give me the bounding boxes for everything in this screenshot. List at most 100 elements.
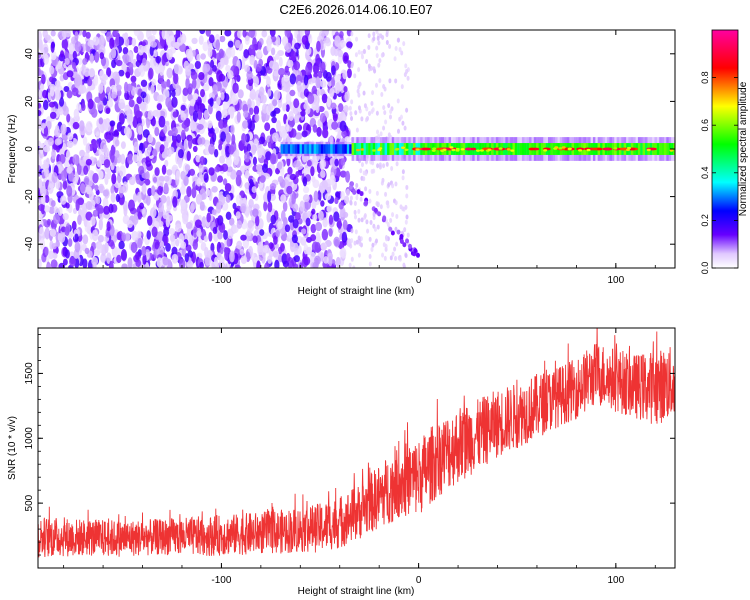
heatmap-cell (146, 230, 151, 240)
heatmap-cell (210, 59, 215, 69)
heatmap-cell (61, 38, 69, 51)
heatmap-cell (273, 70, 280, 77)
heatmap-cell (273, 89, 281, 101)
heatmap-cell (394, 45, 398, 51)
heatmap-cell (337, 103, 344, 113)
heatmap-cell (158, 201, 165, 213)
heatmap-cell (127, 257, 133, 268)
heatmap-cell (226, 238, 231, 247)
heatmap-cell (100, 253, 107, 263)
heatmap-cell (286, 185, 293, 195)
heatmap-cell (223, 93, 230, 102)
heatmap-cell (360, 116, 364, 122)
heatmap-cell (62, 180, 68, 190)
heatmap-cell (320, 170, 326, 179)
colorbar-tick-label: 0.6 (700, 119, 710, 132)
heatmap-cell (338, 113, 343, 122)
heatmap-cell (510, 143, 513, 155)
heatmap-cell (403, 72, 407, 78)
heatmap-cell (109, 37, 115, 50)
heatmap-cell (399, 233, 404, 239)
heatmap-cell (661, 143, 665, 155)
heatmap-cell (402, 41, 406, 47)
heatmap-cell (67, 238, 73, 247)
heatmap-cell (110, 192, 116, 203)
heatmap-cell (267, 190, 272, 203)
heatmap-cell (449, 146, 454, 149)
heatmap-cell (389, 108, 393, 114)
heatmap-cell (368, 198, 372, 204)
heatmap-cell (82, 58, 88, 65)
heatmap-cell (92, 36, 100, 46)
heatmap-cell (360, 50, 364, 56)
heatmap-cell (272, 99, 278, 107)
heatmap-cell (333, 211, 340, 222)
heatmap-cell (224, 183, 232, 192)
heatmap-cell (38, 102, 42, 109)
heatmap-cell (159, 65, 165, 76)
heatmap-cell (216, 96, 221, 106)
heatmap-cell (183, 138, 189, 151)
heatmap-cell (230, 124, 235, 135)
heatmap-cell (314, 255, 321, 265)
heatmap-cell (130, 75, 137, 83)
heatmap-cell (393, 246, 397, 252)
heatmap-cell (215, 52, 222, 61)
heatmap-cell (184, 252, 189, 263)
heatmap-cell (191, 137, 199, 145)
heatmap-cell (66, 90, 73, 99)
heatmap-cell (303, 88, 309, 97)
heatmap-cell (354, 110, 358, 116)
heatmap-cell (329, 175, 336, 186)
heatmap-cell (72, 154, 80, 165)
heatmap-cell (255, 215, 260, 227)
heatmap-cell (646, 148, 651, 152)
heatmap-cell (132, 214, 139, 226)
heatmap-cell (243, 110, 249, 118)
heatmap-cell (98, 183, 104, 191)
heatmap-cell (60, 195, 67, 205)
heatmap-cell (268, 242, 274, 250)
heatmap-cell (350, 116, 354, 122)
heatmap-cell (185, 68, 192, 76)
heatmap-cell (400, 84, 404, 90)
heatmap-cell (320, 242, 327, 251)
heatmap-cell (355, 239, 359, 245)
heatmap-cell (393, 56, 397, 62)
heatmap-cell (282, 201, 288, 212)
heatmap-cell (162, 256, 170, 266)
heatmap-cell (66, 70, 74, 78)
heatmap-cell (88, 68, 96, 78)
heatmap-cell (147, 134, 153, 144)
heatmap-cell (301, 35, 309, 45)
heatmap-cell (313, 190, 319, 202)
heatmap-cell (405, 107, 409, 113)
heatmap-cell (387, 182, 391, 188)
heatmap-cell (510, 149, 515, 152)
heatmap-cell (236, 169, 242, 178)
y-tick-label: 1500 (24, 362, 35, 385)
spectrogram-panel: -100 0 100 -40 -20 0 20 40 Height of straight … (7, 29, 676, 297)
heatmap-cell (186, 50, 194, 62)
heatmap-cell (266, 211, 271, 223)
heatmap-cell (267, 201, 273, 213)
heatmap-cell (198, 71, 205, 81)
heatmap-cell (403, 125, 407, 131)
heatmap-cell (50, 259, 58, 268)
heatmap-cell (123, 126, 131, 136)
heatmap-cell (132, 193, 138, 203)
heatmap-cell (165, 242, 171, 252)
heatmap-cell (613, 147, 618, 150)
heatmap-cell (264, 262, 270, 268)
heatmap-cell (43, 145, 51, 153)
heatmap-cell (128, 62, 134, 70)
heatmap-cell (165, 136, 172, 143)
heatmap-cell (271, 116, 277, 124)
heatmap-cell (342, 219, 348, 230)
heatmap-cell (350, 31, 354, 37)
heatmap-cell (368, 143, 371, 155)
heatmap-cell (38, 149, 44, 160)
heatmap-cell (368, 188, 372, 194)
heatmap-cell (431, 149, 436, 152)
heatmap-cell (292, 203, 299, 212)
